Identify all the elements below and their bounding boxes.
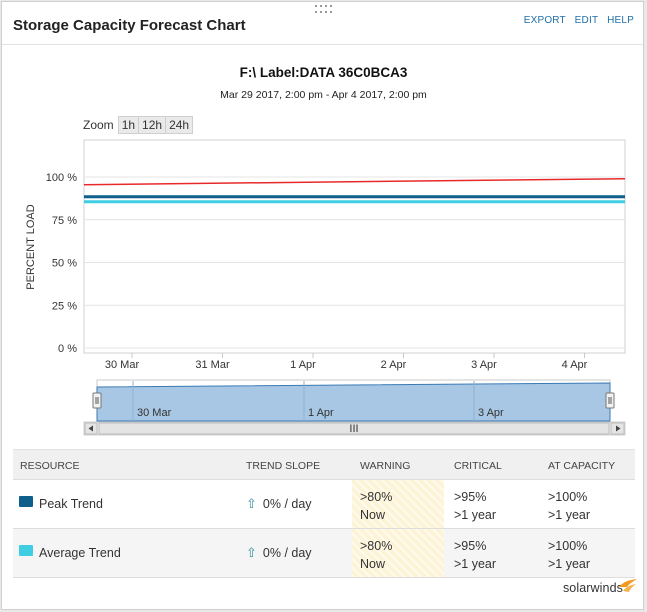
solarwinds-logo-text: solarwinds xyxy=(562,581,623,595)
navigator-label-30mar: 30 Mar xyxy=(137,407,172,419)
forecast-table: RESOURCE TREND SLOPE WARNING CRITICAL AT… xyxy=(13,449,635,578)
x-tick-label: 1 Apr xyxy=(290,359,316,371)
header-at-capacity: AT CAPACITY xyxy=(548,460,616,472)
table-row[interactable]: Average Trend ⇧ 0% / day >80% Now >95% >1 y… xyxy=(13,529,635,578)
average-trend-swatch xyxy=(19,545,33,556)
zoom-24h-button[interactable]: 24h xyxy=(165,116,194,134)
resource-name: Average Trend xyxy=(39,546,121,560)
capacity-cell: >100% >1 year xyxy=(548,539,591,571)
critical-cell: >95% >1 year xyxy=(454,539,497,571)
x-tick-label: 30 Mar xyxy=(105,359,140,371)
warning-cell: >80% Now xyxy=(352,480,444,528)
help-link[interactable]: HELP xyxy=(607,15,634,26)
widget-header: Storage Capacity Forecast Chart EXPORT E… xyxy=(2,2,643,45)
trend-slope: ⇧ 0% / day xyxy=(246,496,312,511)
navigator-label-3apr: 3 Apr xyxy=(478,407,504,419)
y-tick-label: 100 % xyxy=(46,172,77,184)
peak-trend-swatch xyxy=(19,496,33,507)
header-trend-slope: TREND SLOPE xyxy=(246,460,321,472)
trend-slope: ⇧ 0% / day xyxy=(246,545,312,560)
edit-link[interactable]: EDIT xyxy=(574,15,599,26)
scrollbar-thumb[interactable] xyxy=(98,422,610,435)
navigator[interactable]: 30 Mar 1 Apr 3 Apr xyxy=(92,379,615,422)
series-line-red-trend xyxy=(83,177,626,186)
header-critical: CRITICAL xyxy=(454,460,502,472)
scrollbar-grip: III xyxy=(349,423,358,435)
scroll-left-icon xyxy=(88,425,93,432)
x-tick-label: 2 Apr xyxy=(381,359,407,371)
x-tick-label: 31 Mar xyxy=(195,359,230,371)
x-tick-label: 3 Apr xyxy=(471,359,497,371)
x-tick-label: 4 Apr xyxy=(562,359,588,371)
y-axis-label: PERCENT LOAD xyxy=(25,204,37,289)
table-header: RESOURCE TREND SLOPE WARNING CRITICAL AT… xyxy=(13,449,635,480)
up-arrow-icon: ⇧ xyxy=(246,545,257,560)
up-arrow-icon: ⇧ xyxy=(246,496,257,511)
warning-cell: >80% Now xyxy=(352,529,444,577)
zoom-label: Zoom xyxy=(83,118,114,132)
table-row[interactable]: Peak Trend ⇧ 0% / day >80% Now >95% >1 year… xyxy=(13,480,635,529)
navigator-scrollbar[interactable]: III xyxy=(83,421,626,436)
header-warning: WARNING xyxy=(360,460,411,472)
navigator-label-1apr: 1 Apr xyxy=(308,407,334,419)
y-tick-label: 0 % xyxy=(58,343,77,355)
header-resource: RESOURCE xyxy=(20,460,80,472)
navigator-left-handle[interactable] xyxy=(92,392,102,409)
zoom-controls: Zoom 1h 12h 24h xyxy=(83,116,194,134)
capacity-cell: >100% >1 year xyxy=(548,490,591,522)
solarwinds-flame-icon xyxy=(619,579,637,592)
critical-cell: >95% >1 year xyxy=(454,490,497,522)
drag-handle-icon[interactable] xyxy=(315,5,333,15)
forecast-chart: 100 % 75 % 50 % 25 % 0 % 30 Mar 31 Mar 1 Apr 2 A… xyxy=(25,139,626,436)
plot-frame xyxy=(83,139,626,354)
chart-title: F:\ Label:DATA 36C0BCA3 xyxy=(239,65,408,80)
navigator-right-handle[interactable] xyxy=(605,392,615,409)
export-link[interactable]: EXPORT xyxy=(523,15,566,26)
scroll-right-icon xyxy=(616,425,621,432)
chart-subtitle: Mar 29 2017, 2:00 pm - Apr 4 2017, 2:00 … xyxy=(220,89,427,101)
resource-name: Peak Trend xyxy=(39,497,103,511)
zoom-1h-button[interactable]: 1h xyxy=(117,116,140,134)
y-tick-label: 25 % xyxy=(52,300,77,312)
widget-title: Storage Capacity Forecast Chart xyxy=(13,17,246,34)
y-tick-label: 75 % xyxy=(52,215,77,227)
widget-actions: EXPORT EDIT HELP xyxy=(518,15,634,26)
y-tick-label: 50 % xyxy=(52,258,77,270)
